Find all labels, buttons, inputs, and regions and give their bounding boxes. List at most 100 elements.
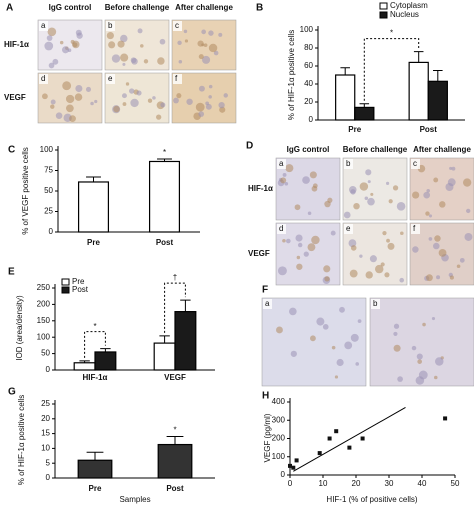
point: [443, 416, 448, 421]
y-tick-label: 100: [272, 452, 286, 461]
significance-mark: *: [93, 322, 96, 331]
error-bar: [433, 70, 443, 82]
cell-texture: [388, 199, 393, 204]
cell-label: a: [279, 159, 284, 168]
cell-texture: [289, 307, 297, 316]
cell-texture: [307, 243, 316, 252]
cell-label-bg: [411, 224, 420, 234]
cell-texture: [296, 255, 301, 260]
cell-texture: [108, 41, 116, 49]
cell-texture: [205, 103, 212, 110]
cell-texture: [106, 31, 114, 40]
cell-texture: [456, 264, 461, 269]
cell-texture: [50, 99, 56, 105]
cell-texture: [309, 171, 317, 179]
y-tick-label: 40: [304, 79, 313, 88]
cell-texture: [380, 262, 385, 267]
cell-texture: [290, 350, 297, 357]
cell-texture: [426, 188, 430, 193]
y-axis-title: % of HIF-1α positive cells: [17, 395, 26, 485]
cell-texture: [201, 29, 207, 35]
y-tick-label: 300: [272, 415, 286, 424]
cell-texture: [94, 99, 98, 104]
y-tick-label: 200: [37, 300, 51, 309]
cell-texture: [418, 370, 428, 380]
cell-texture: [186, 98, 193, 105]
cell-texture: [177, 40, 182, 45]
cell-texture: [344, 341, 353, 350]
cell-texture: [357, 319, 362, 324]
cell-texture: [364, 196, 369, 201]
cell-texture: [50, 104, 55, 109]
cell-label-bg: [344, 224, 353, 234]
cell-texture: [348, 239, 357, 248]
cell-texture: [311, 235, 320, 245]
cell-label-bg: [173, 74, 182, 84]
cell-texture: [393, 344, 401, 352]
cell-texture: [449, 166, 453, 170]
significance-bracket: [84, 331, 106, 358]
cell-texture: [223, 93, 228, 98]
cell-texture: [122, 62, 126, 66]
y-tick-label: 5: [46, 458, 51, 467]
significance-mark: *: [163, 148, 166, 157]
cell-texture: [120, 53, 129, 62]
cell-texture: [46, 35, 53, 41]
cell-texture: [367, 180, 371, 184]
cell-texture: [327, 197, 333, 203]
legend-swatch: [379, 2, 388, 10]
cell-texture: [336, 358, 344, 367]
cell-label: a: [265, 299, 270, 308]
cell-texture: [349, 269, 358, 278]
cell-texture: [316, 317, 325, 326]
cell-texture: [393, 323, 400, 329]
panel-letter: G: [8, 387, 16, 398]
row-label: VEGF: [248, 249, 270, 258]
bar: [148, 160, 181, 233]
cell-texture: [433, 242, 440, 250]
cell-texture: [113, 105, 120, 113]
cell-texture: [365, 169, 372, 176]
cell-texture: [62, 81, 72, 91]
legend-label: Cytoplasm: [390, 1, 428, 10]
significance-mark: †: [173, 273, 177, 282]
cell-texture: [198, 85, 205, 92]
cell-label-bg: [277, 159, 286, 169]
y-tick-label: 10: [41, 444, 50, 453]
cell-texture: [435, 357, 444, 366]
cell-texture: [121, 93, 127, 99]
cell-label-bg: [371, 299, 380, 309]
cell-texture: [411, 345, 417, 351]
cell-texture: [159, 38, 166, 45]
cell-texture: [143, 59, 149, 64]
cell-texture: [331, 345, 336, 350]
legend-swatch: [379, 11, 388, 19]
legend-swatch: [61, 286, 70, 294]
cell-texture: [219, 106, 226, 113]
point: [288, 463, 292, 468]
cell-label-bg: [411, 159, 420, 169]
cell-label: d: [41, 74, 45, 83]
cell-texture: [65, 94, 75, 104]
row-label: VEGF: [4, 93, 26, 102]
cell-texture: [74, 93, 83, 101]
cell-texture: [303, 251, 309, 257]
cell-texture: [307, 211, 312, 216]
y-tick-label: 0: [46, 365, 51, 374]
cell-texture: [111, 54, 121, 63]
cell-texture: [451, 166, 456, 171]
error-bar: [413, 51, 424, 63]
cell-texture: [277, 266, 287, 276]
cell-texture: [466, 208, 471, 214]
column-header: Before challenge: [105, 3, 170, 12]
x-tick-label: Pre: [348, 125, 361, 134]
cell-texture: [350, 245, 357, 251]
bar: [354, 106, 375, 121]
cell-texture: [284, 181, 289, 186]
column-header: After challenge: [413, 145, 471, 154]
cell-texture: [386, 238, 390, 243]
cell-texture: [412, 246, 419, 253]
panel-letter: F: [262, 285, 268, 296]
column-header: After challenge: [175, 3, 233, 12]
